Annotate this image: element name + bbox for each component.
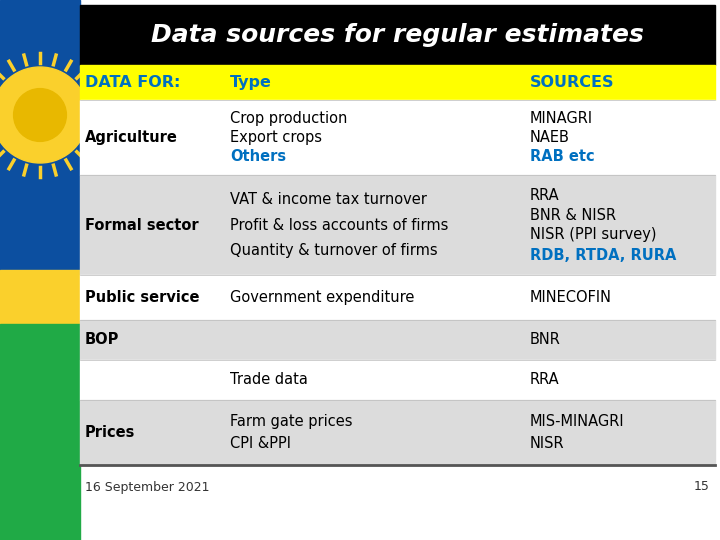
Text: RRA: RRA bbox=[530, 373, 559, 388]
Text: RDB, RTDA, RURA: RDB, RTDA, RURA bbox=[530, 247, 676, 262]
Bar bbox=[0, 0, 80, 270]
Text: RAB etc: RAB etc bbox=[530, 148, 595, 164]
Text: Public service: Public service bbox=[85, 290, 199, 305]
Text: Type: Type bbox=[230, 75, 272, 90]
Bar bbox=[80, 100, 715, 175]
Text: BOP: BOP bbox=[85, 333, 120, 348]
Text: Prices: Prices bbox=[85, 425, 135, 440]
Text: 16 September 2021: 16 September 2021 bbox=[85, 481, 210, 494]
Text: Others: Others bbox=[230, 148, 286, 164]
Text: BNR: BNR bbox=[530, 333, 561, 348]
Text: Quantity & turnover of firms: Quantity & turnover of firms bbox=[230, 242, 438, 258]
Text: DATA FOR:: DATA FOR: bbox=[85, 75, 181, 90]
Text: Trade data: Trade data bbox=[230, 373, 308, 388]
Text: CPI &PPI: CPI &PPI bbox=[230, 436, 291, 451]
Text: Export crops: Export crops bbox=[230, 130, 322, 145]
Bar bbox=[0, 270, 80, 324]
Bar bbox=[80, 320, 715, 360]
Text: Agriculture: Agriculture bbox=[85, 130, 178, 145]
Bar bbox=[80, 400, 715, 465]
Text: Profit & loss accounts of firms: Profit & loss accounts of firms bbox=[230, 218, 449, 233]
Text: Government expenditure: Government expenditure bbox=[230, 290, 415, 305]
Bar bbox=[80, 5, 715, 65]
Text: BNR & NISR: BNR & NISR bbox=[530, 207, 616, 222]
Circle shape bbox=[0, 67, 88, 163]
Bar bbox=[80, 175, 715, 275]
Text: MINECOFIN: MINECOFIN bbox=[530, 290, 612, 305]
Bar bbox=[80, 65, 715, 100]
Text: RRA: RRA bbox=[530, 187, 559, 202]
Text: NISR: NISR bbox=[530, 436, 564, 451]
Text: VAT & income tax turnover: VAT & income tax turnover bbox=[230, 192, 427, 207]
Text: SOURCES: SOURCES bbox=[530, 75, 614, 90]
Bar bbox=[80, 360, 715, 400]
Text: MINAGRI: MINAGRI bbox=[530, 111, 593, 126]
Bar bbox=[0, 324, 80, 540]
Circle shape bbox=[14, 89, 66, 141]
Bar bbox=[80, 275, 715, 320]
Text: Data sources for regular estimates: Data sources for regular estimates bbox=[151, 23, 644, 47]
Text: NISR (PPI survey): NISR (PPI survey) bbox=[530, 227, 657, 242]
Text: 15: 15 bbox=[694, 481, 710, 494]
Text: Farm gate prices: Farm gate prices bbox=[230, 414, 353, 429]
Text: MIS-MINAGRI: MIS-MINAGRI bbox=[530, 414, 625, 429]
Text: Formal sector: Formal sector bbox=[85, 218, 199, 233]
Text: Crop production: Crop production bbox=[230, 111, 347, 126]
Text: NAEB: NAEB bbox=[530, 130, 570, 145]
